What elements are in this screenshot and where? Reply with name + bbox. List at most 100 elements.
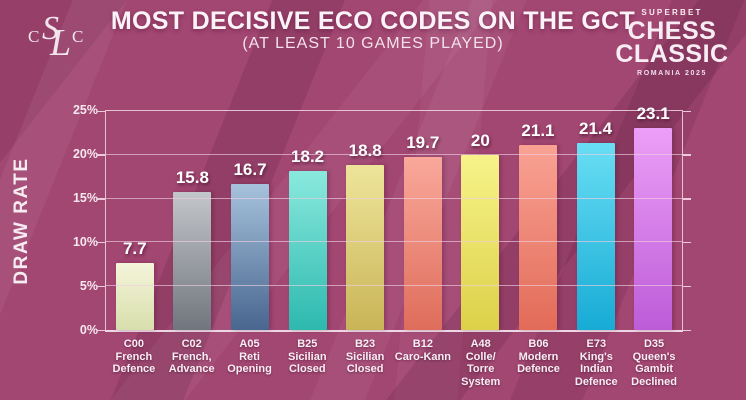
x-label-B23: B23 Sicilian Closed — [336, 338, 394, 388]
x-label-line: Defence — [112, 363, 156, 375]
x-label-E73: E73 King's Indian Defence — [567, 338, 625, 388]
x-label-line: B25 — [297, 338, 318, 350]
bar-column-B23: 18.8 — [336, 111, 394, 330]
left-tick-10 — [97, 241, 105, 244]
y-axis-title: DRAW RATE — [11, 157, 32, 285]
x-label-line: Reti — [239, 350, 260, 363]
right-tick-5 — [683, 285, 691, 288]
x-label-line: Indian — [580, 363, 613, 375]
bar-value-B12: 19.7 — [406, 133, 440, 153]
x-label-line: Modern — [518, 350, 559, 363]
y-tick-label-20: 20% — [72, 147, 98, 161]
bar-value-A05: 16.7 — [233, 159, 267, 179]
x-label-B06: B06 Modern Defence — [510, 338, 568, 388]
bar-column-B06: 21.1 — [509, 111, 567, 330]
left-tick-20 — [97, 154, 105, 156]
x-label-C02: C02 French, Advance — [163, 338, 221, 388]
x-label-line: C00 — [123, 338, 144, 350]
chart-header: MOST DECISIVE ECO CODES ON THE GCT (AT L… — [0, 8, 746, 53]
left-tick-0 — [97, 329, 105, 331]
x-label-line: Caro-Kann — [394, 350, 451, 363]
gridline-15 — [106, 197, 682, 199]
bar-value-A48: 20 — [470, 130, 490, 150]
y-tick-label-0: 0% — [79, 323, 98, 337]
bar-column-D35: 23.1 — [624, 104, 682, 330]
right-tick-0 — [683, 329, 691, 331]
monogram-letter-l: L — [50, 22, 72, 64]
y-tick-label-25: 25% — [72, 103, 98, 117]
bar-B06 — [518, 145, 557, 330]
chart-subtitle: (AT LEAST 10 GAMES PLAYED) — [242, 35, 504, 52]
x-label-line: Closed — [288, 363, 326, 375]
left-tick-5 — [97, 285, 105, 288]
bar-column-C00: 7.7 — [106, 111, 164, 330]
cslc-monogram-logo: C S L C — [28, 10, 92, 70]
x-label-line: Advance — [168, 363, 215, 375]
x-label-line: A48 — [470, 338, 491, 350]
bars-container: 7.7 15.8 16.7 18.2 18.8 19.7 20 21.1 21.4 23.1 — [106, 104, 682, 330]
bar-value-B06: 21.1 — [521, 121, 555, 141]
x-label-C00: C00 French Defence — [105, 338, 163, 388]
y-tick-label-10: 10% — [72, 235, 98, 249]
y-tick-label-5: 5% — [79, 279, 98, 293]
event-logo-romania: ROMANIA 2025 — [637, 70, 707, 77]
y-tick-label-15: 15% — [72, 191, 98, 205]
gridline-10 — [106, 241, 682, 243]
event-logo-classic: CLASSIC — [615, 40, 729, 68]
x-label-line: E73 — [586, 338, 607, 350]
x-label-A05: A05 Reti Opening — [221, 338, 279, 388]
bar-C02 — [173, 191, 212, 330]
right-tick-15 — [683, 198, 691, 200]
bar-column-A05: 16.7 — [221, 111, 279, 330]
x-label-line: Declined — [631, 375, 677, 388]
x-label-line: A05 — [239, 338, 260, 350]
x-label-line: D35 — [643, 338, 665, 350]
x-label-line: Torre — [467, 363, 495, 375]
left-tick-25 — [97, 110, 105, 112]
bar-value-E73: 21.4 — [579, 118, 613, 138]
bar-column-C02: 15.8 — [164, 111, 222, 330]
bar-column-A48: 20 — [452, 111, 510, 330]
x-label-line: B06 — [528, 338, 549, 350]
bar-column-E73: 21.4 — [567, 111, 625, 330]
right-tick-20 — [683, 154, 691, 156]
x-label-line: French, — [171, 350, 212, 363]
x-label-line: Gambit — [635, 363, 674, 375]
x-label-line: French — [115, 350, 153, 363]
monogram-letter-c-left: C — [28, 27, 40, 46]
x-label-line: B23 — [354, 338, 376, 350]
x-label-line: Defence — [517, 363, 560, 375]
superbet-chess-classic-logo: SUPERBET CHESS CLASSIC ROMANIA 2025 — [606, 8, 738, 77]
x-label-B25: B25 Sicilian Closed — [278, 338, 336, 388]
x-label-line: Queen's — [632, 350, 676, 363]
x-label-line: Sicilian — [288, 350, 327, 363]
right-tick-10 — [683, 241, 691, 244]
bar-column-B25: 18.2 — [279, 111, 337, 330]
x-label-line: Closed — [346, 363, 384, 375]
bar-B12 — [403, 157, 442, 330]
bar-E73 — [576, 142, 615, 330]
bar-A05 — [230, 183, 269, 330]
bar-value-B25: 18.2 — [291, 146, 325, 166]
bar-B23 — [346, 165, 385, 330]
event-logo-chess: CHESS — [627, 17, 717, 45]
x-label-line: B12 — [412, 338, 433, 350]
x-label-line: Defence — [574, 375, 618, 388]
bar-C00 — [115, 262, 154, 330]
bar-A48 — [461, 154, 500, 330]
bar-B25 — [288, 170, 327, 330]
x-label-A48: A48 Colle/Torre System — [452, 338, 510, 388]
x-label-line: Colle/ — [465, 350, 496, 363]
bar-D35 — [634, 127, 673, 330]
x-label-line: System — [461, 375, 501, 388]
right-tick-25 — [683, 110, 691, 112]
gridline-20 — [106, 153, 682, 155]
monogram-letter-s: S — [42, 10, 59, 47]
x-label-line: Sicilian — [345, 350, 385, 363]
bar-value-C00: 7.7 — [122, 238, 147, 258]
bar-value-D35: 23.1 — [636, 103, 670, 123]
x-label-B12: B12 Caro-Kann — [394, 338, 452, 388]
bar-column-B12: 19.7 — [394, 111, 452, 330]
bar-value-B23: 18.8 — [348, 141, 382, 161]
